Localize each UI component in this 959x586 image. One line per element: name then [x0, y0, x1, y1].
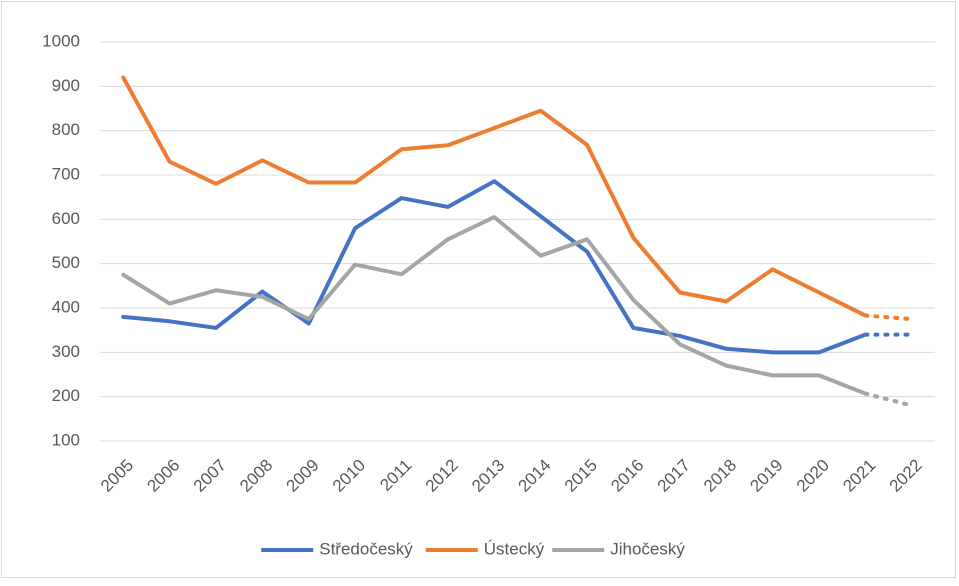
series-dotted-segment — [863, 313, 914, 322]
y-tick-label: 1000 — [42, 31, 80, 50]
y-tick-label: 300 — [52, 342, 80, 361]
y-tick-label: 400 — [52, 297, 80, 316]
y-tick-label: 200 — [52, 386, 80, 405]
y-tick-label: 800 — [52, 120, 80, 139]
series-dotted-segment — [863, 391, 914, 408]
legend-label: Jihočeský — [610, 539, 685, 558]
y-tick-label: 500 — [52, 253, 80, 272]
legend-label: Ústecký — [484, 539, 545, 558]
y-tick-label: 600 — [52, 209, 80, 228]
series-line — [121, 75, 868, 318]
series-line — [121, 179, 868, 355]
series-line — [121, 215, 868, 396]
y-tick-label: 700 — [52, 164, 80, 183]
y-tick-label: 100 — [52, 430, 80, 449]
legend-label: Středočeský — [319, 539, 413, 558]
y-tick-label: 900 — [52, 76, 80, 95]
